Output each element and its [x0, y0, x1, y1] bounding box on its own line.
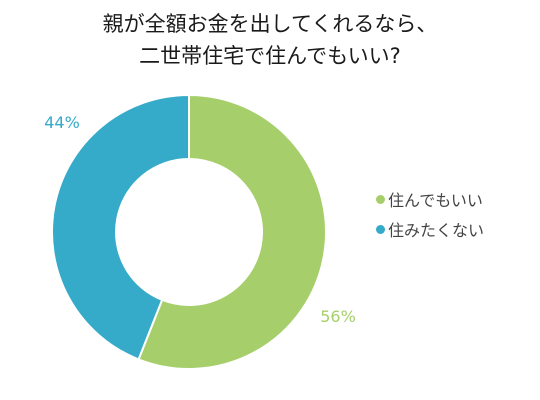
legend-swatch-live-ok: [376, 194, 385, 204]
legend-item-not-want: 住みたくない: [376, 214, 484, 244]
chart-title-line-1: 親が全額お金を出してくれるなら、: [102, 12, 438, 36]
chart-title-line-2: 二世帯住宅で住んでもいい?: [139, 44, 401, 68]
data-label-not-want: 44%: [44, 113, 80, 132]
legend-label-not-want: 住みたくない: [388, 221, 485, 240]
data-label-live-ok: 56%: [320, 307, 356, 326]
chart-legend: 住んでもいい 住みたくない: [376, 184, 484, 244]
legend-swatch-not-want: [376, 224, 385, 234]
slice-live-ok: [137, 93, 327, 370]
legend-item-live-ok: 住んでもいい: [376, 184, 484, 214]
slice-not-want: [51, 93, 190, 361]
legend-label-live-ok: 住んでもいい: [388, 191, 483, 210]
